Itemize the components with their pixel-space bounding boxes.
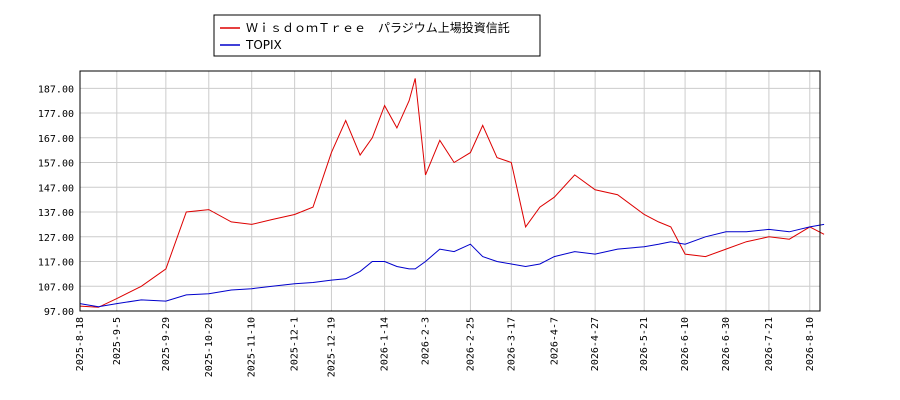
x-tick-label: 2026-2-3	[420, 317, 431, 365]
x-tick-label: 2026-8-10	[805, 317, 816, 371]
y-tick-label: 127.00	[38, 233, 74, 244]
y-axis-ticks: 97.00 107.00 117.00 127.00 137.00 147.00 157.0…	[38, 84, 74, 318]
x-tick-label: 2025-8-18	[75, 317, 86, 371]
x-tick-label: 2026-2-25	[465, 317, 476, 371]
plot-frame	[79, 70, 821, 312]
x-tick-label: 2025-12-19	[326, 317, 337, 377]
y-tick-label: 157.00	[38, 159, 74, 170]
x-tick-label: 2026-1-14	[380, 317, 391, 371]
x-tick-label: 2025-9-29	[161, 317, 172, 371]
legend-box	[213, 14, 541, 57]
series-lines	[79, 78, 825, 308]
y-tick-label: 177.00	[38, 109, 74, 120]
plot-area	[80, 71, 820, 311]
series-line-0	[79, 78, 825, 308]
x-tick-label: 2025-11-10	[247, 317, 258, 377]
x-tick-label: 2026-6-30	[721, 317, 732, 371]
x-tick-label: 2026-4-27	[590, 317, 601, 371]
y-tick-label: 107.00	[38, 282, 74, 293]
x-tick-label: 2025-12-1	[290, 317, 301, 371]
x-tick-label: 2026-4-7	[549, 317, 560, 365]
x-tick-label: 2026-6-10	[680, 317, 691, 371]
x-tick-label: 2025-9-5	[112, 317, 123, 365]
legend-label-1: TOPIX	[245, 38, 282, 52]
x-tick-label: 2026-3-17	[506, 317, 517, 371]
grid-lines	[79, 71, 820, 312]
legend: ＷｉｓｄｏｍＴｒｅｅ パラジウム上場投資信託 TOPIX	[213, 14, 541, 57]
x-tick-label: 2026-7-21	[764, 317, 775, 371]
legend-label-0: ＷｉｓｄｏｍＴｒｅｅ パラジウム上場投資信託	[246, 20, 510, 35]
x-tick-label: 2025-10-20	[204, 317, 215, 377]
y-tick-label: 137.00	[38, 208, 74, 219]
y-tick-label: 117.00	[38, 258, 74, 269]
x-tick-label: 2026-5-21	[639, 317, 650, 371]
y-tick-label: 97.00	[44, 307, 74, 318]
x-axis-ticks: 2025-8-18 2025-9-5 2025-9-29 2025-10-20 2025…	[75, 317, 816, 377]
y-tick-label: 187.00	[38, 84, 74, 95]
y-tick-label: 167.00	[38, 134, 74, 145]
y-tick-label: 147.00	[38, 183, 74, 194]
series-line-1	[79, 223, 825, 308]
